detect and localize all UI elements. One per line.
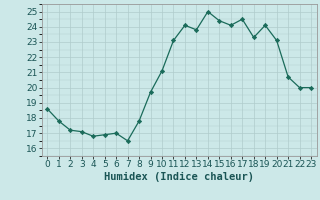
X-axis label: Humidex (Indice chaleur): Humidex (Indice chaleur) bbox=[104, 172, 254, 182]
